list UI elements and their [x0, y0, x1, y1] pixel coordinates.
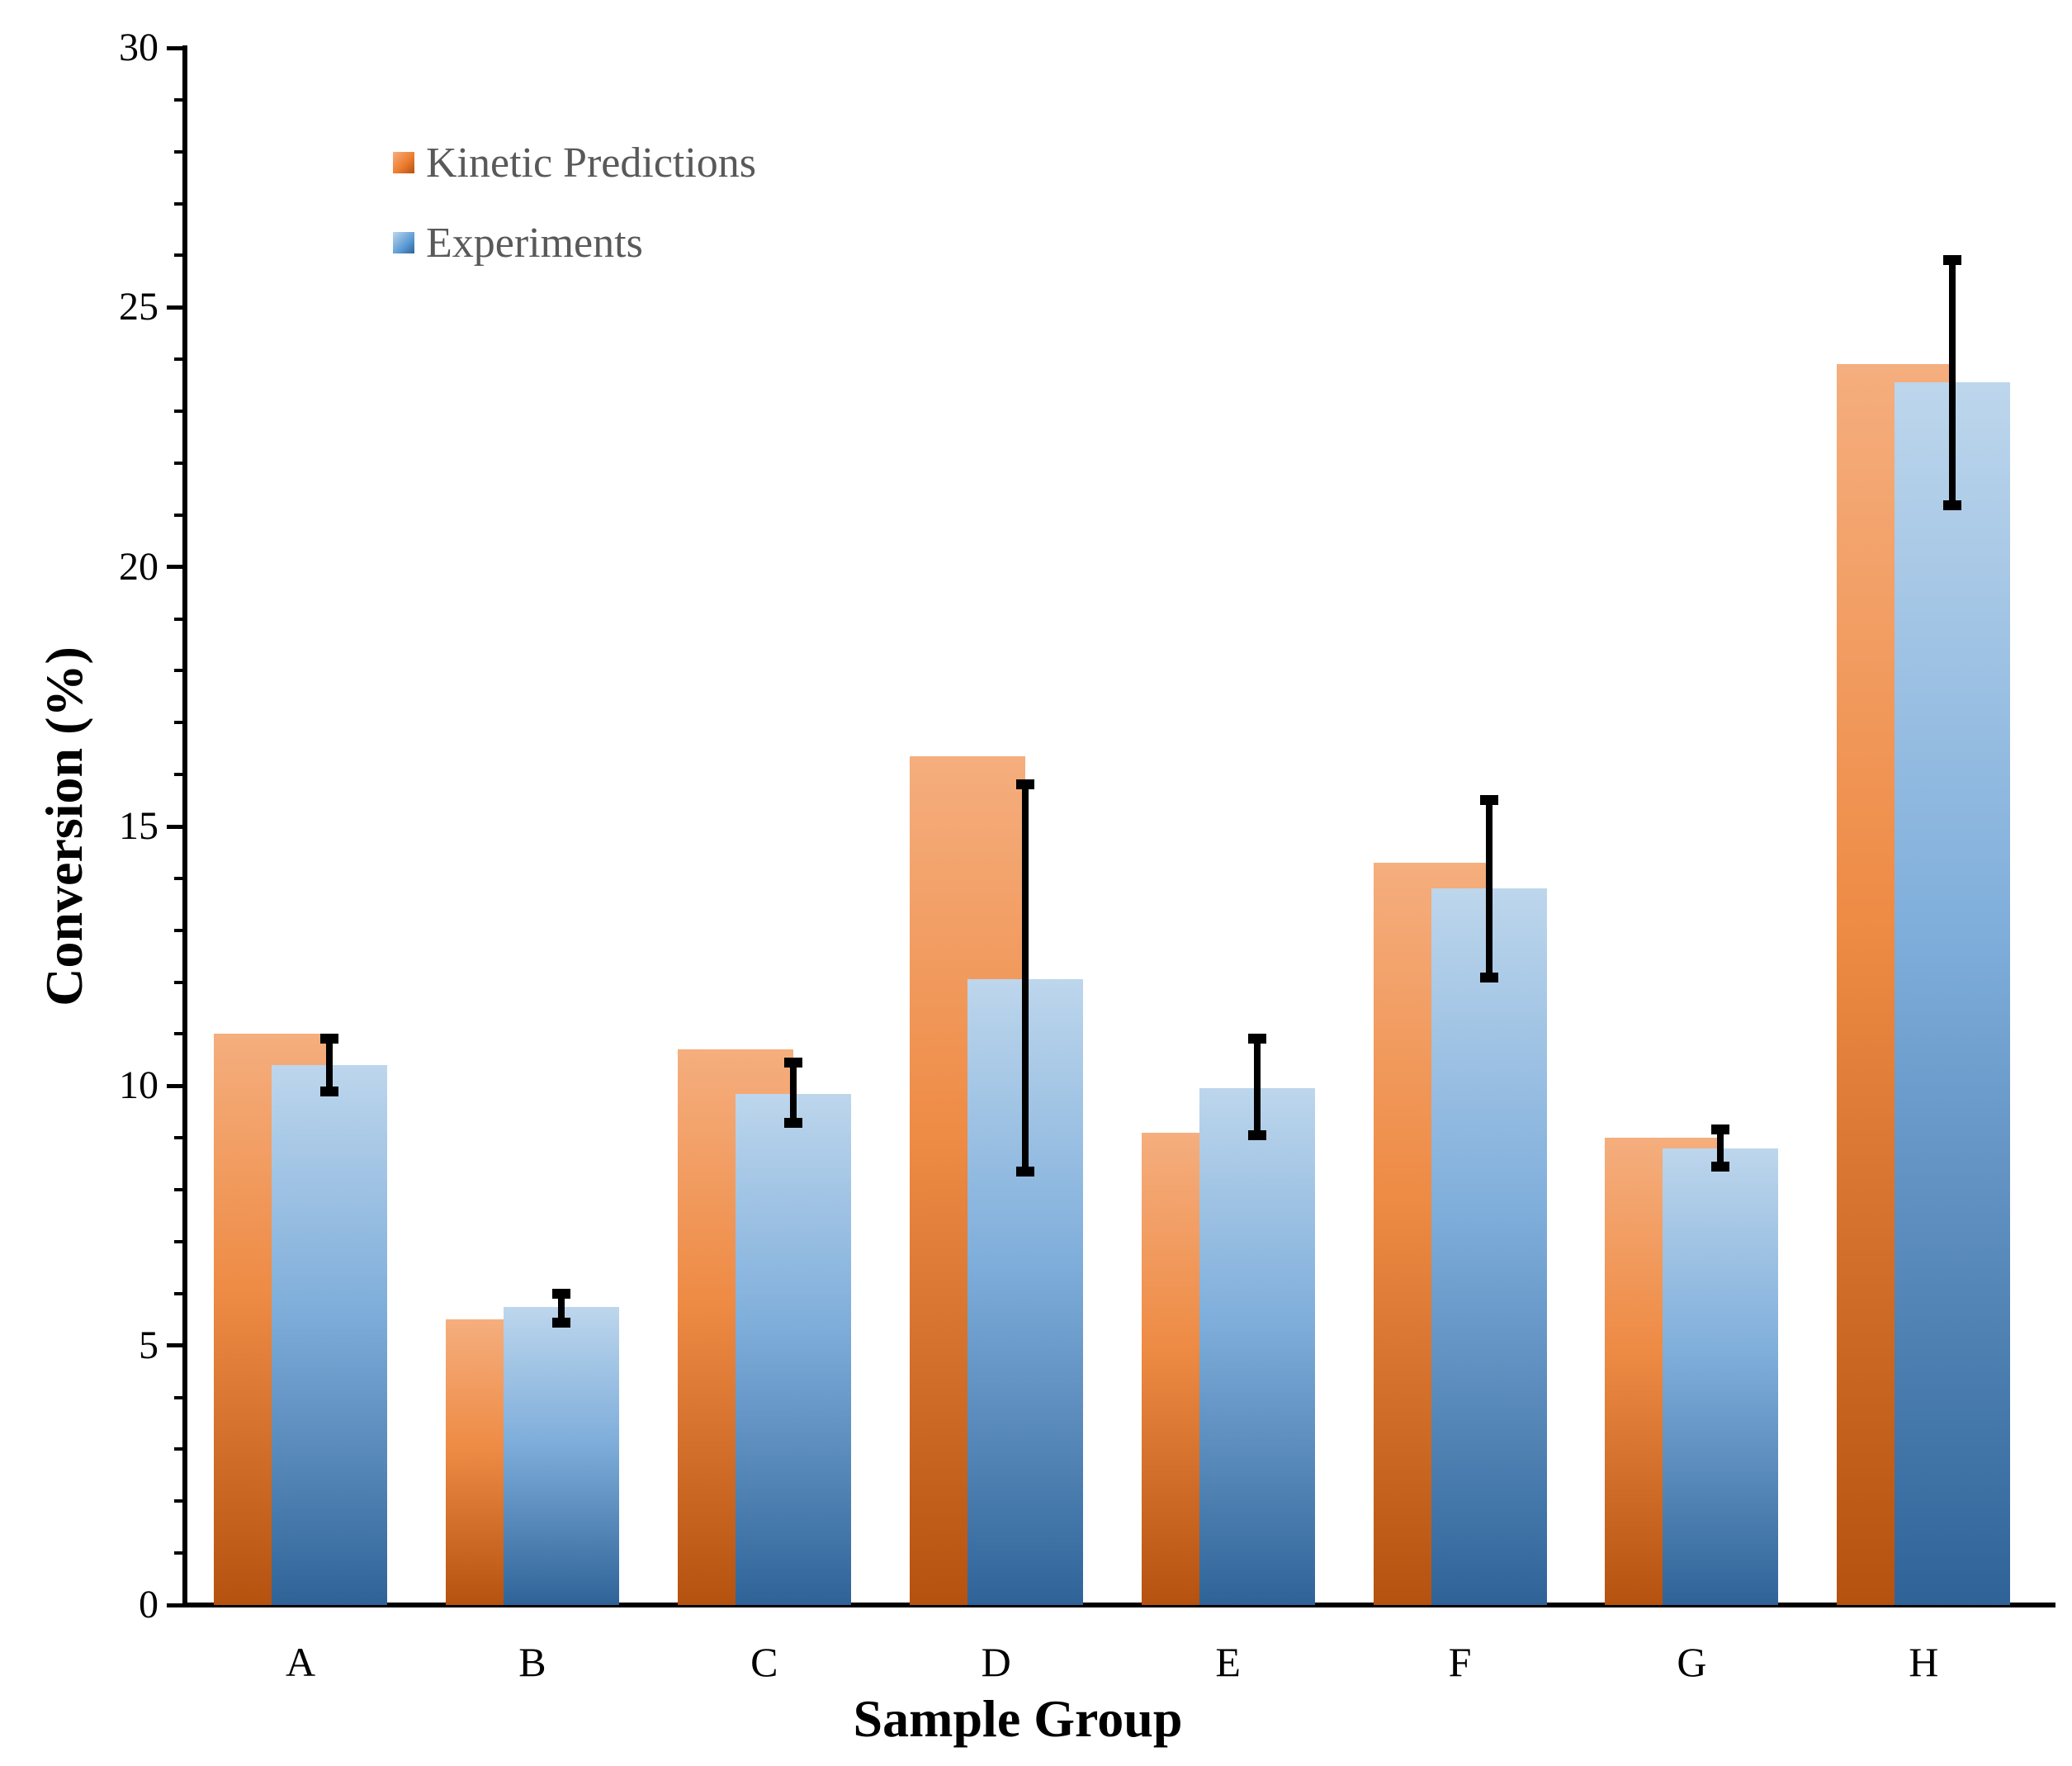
bar-experiments-E [1199, 1088, 1315, 1605]
y-tick-label: 20 [119, 544, 158, 589]
error-bar-cap-top-C [783, 1057, 802, 1068]
y-major-tick [167, 1083, 182, 1088]
y-axis-title: Conversion (%) [35, 646, 93, 1006]
x-tick-label-E: E [1215, 1639, 1241, 1685]
y-minor-tick [174, 1032, 182, 1036]
legend-swatch-experiments-icon [393, 232, 414, 253]
error-bar-cap-top-F [1479, 795, 1498, 806]
y-minor-tick [174, 1291, 182, 1295]
y-major-tick [167, 1603, 182, 1607]
error-bar-line-C [789, 1057, 797, 1128]
y-major-tick [167, 45, 182, 50]
error-bar-line-H [1949, 255, 1956, 510]
y-minor-tick [174, 773, 182, 777]
bar-experiments-H [1895, 382, 2011, 1605]
error-bar-cap-bottom-F [1479, 972, 1498, 982]
y-minor-tick [174, 357, 182, 362]
bar-experiments-F [1431, 888, 1547, 1605]
error-bar-cap-bottom-H [1943, 499, 1962, 510]
y-tick-label: 0 [139, 1583, 158, 1626]
error-bar-line-G [1717, 1124, 1724, 1172]
error-bar-cap-top-B [551, 1288, 570, 1299]
y-minor-tick [174, 1239, 182, 1243]
error-bar-cap-bottom-D [1015, 1167, 1034, 1177]
error-bar-line-E [1253, 1034, 1261, 1141]
error-bar-cap-top-G [1711, 1124, 1730, 1135]
error-bar-cap-top-A [320, 1034, 338, 1044]
error-bar-cap-top-H [1943, 255, 1962, 266]
error-bar-cap-top-D [1015, 779, 1034, 790]
x-tick-label-C: C [750, 1639, 778, 1685]
error-bar-cap-bottom-B [551, 1317, 570, 1328]
y-minor-tick [174, 617, 182, 621]
y-major-tick [167, 824, 182, 829]
legend-label-experiments: Experiments [426, 219, 643, 267]
x-axis-title: Sample Group [853, 1689, 1183, 1748]
error-bar-cap-bottom-C [783, 1117, 802, 1128]
bar-experiments-G [1663, 1148, 1779, 1605]
x-tick-label-H: H [1909, 1639, 1939, 1685]
y-minor-tick [174, 980, 182, 984]
y-major-tick [167, 565, 182, 570]
y-axis-line [182, 45, 187, 1607]
x-tick-label-D: D [981, 1639, 1011, 1685]
x-tick-label-B: B [518, 1639, 546, 1685]
error-bar-cap-bottom-E [1247, 1130, 1266, 1141]
x-axis-line [182, 1603, 2055, 1607]
y-tick-label: 15 [119, 804, 158, 848]
y-minor-tick [174, 721, 182, 725]
error-bar-cap-bottom-A [320, 1086, 338, 1096]
error-bar-cap-bottom-G [1711, 1162, 1730, 1172]
y-tick-label: 5 [139, 1323, 158, 1367]
x-tick-label-G: G [1677, 1639, 1707, 1685]
y-minor-tick [174, 1551, 182, 1555]
y-minor-tick [174, 253, 182, 258]
y-minor-tick [174, 1447, 182, 1451]
error-bar-line-D [1021, 779, 1029, 1177]
y-minor-tick [174, 513, 182, 517]
y-minor-tick [174, 1136, 182, 1140]
y-minor-tick [174, 97, 182, 102]
y-minor-tick [174, 410, 182, 414]
y-minor-tick [174, 149, 182, 154]
bar-experiments-A [272, 1065, 387, 1605]
legend-swatch-kinetic-predictions-icon [393, 152, 414, 173]
legend-label-kinetic-predictions: Kinetic Predictions [426, 139, 757, 187]
y-tick-label: 30 [119, 26, 158, 69]
y-tick-label: 10 [119, 1063, 158, 1108]
y-minor-tick [174, 201, 182, 206]
y-minor-tick [174, 928, 182, 932]
y-major-tick [167, 305, 182, 310]
error-bar-line-A [326, 1034, 333, 1096]
y-minor-tick [174, 1188, 182, 1192]
legend-item-experiments: Experiments [393, 218, 756, 268]
bar-experiments-C [735, 1093, 851, 1605]
error-bar-line-F [1485, 795, 1493, 982]
error-bar-line-B [557, 1288, 565, 1328]
x-tick-label-F: F [1448, 1639, 1472, 1685]
x-tick-label-A: A [285, 1639, 316, 1685]
y-minor-tick [174, 1395, 182, 1399]
y-tick-label: 25 [119, 285, 158, 329]
bar-experiments-B [503, 1306, 619, 1605]
error-bar-cap-top-E [1247, 1034, 1266, 1044]
y-minor-tick [174, 1499, 182, 1503]
y-minor-tick [174, 669, 182, 673]
legend: Kinetic Predictions Experiments [393, 138, 756, 298]
y-major-tick [167, 1343, 182, 1348]
y-minor-tick [174, 461, 182, 465]
legend-item-kinetic-predictions: Kinetic Predictions [393, 138, 756, 187]
y-minor-tick [174, 876, 182, 880]
